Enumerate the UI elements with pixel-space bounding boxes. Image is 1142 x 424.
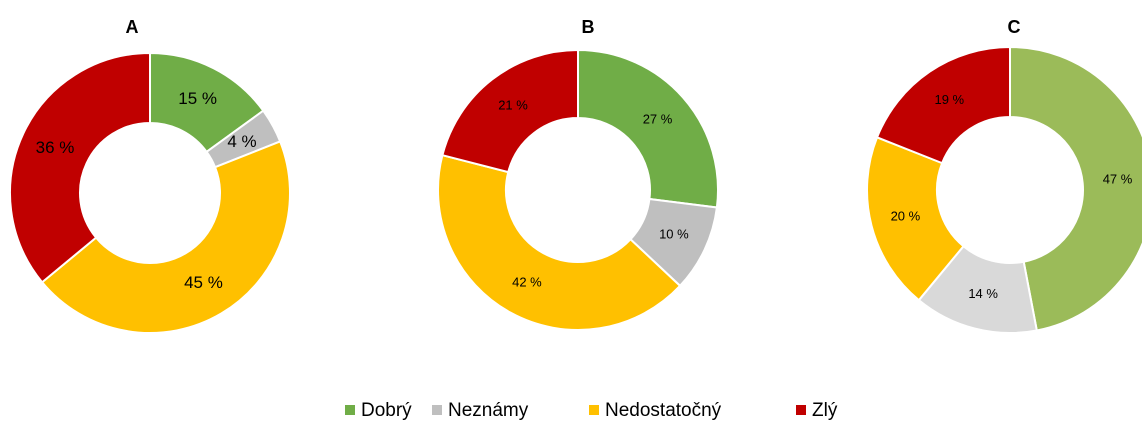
data-label: 19 %: [934, 92, 964, 107]
data-label: 45 %: [184, 273, 223, 292]
data-label: 4 %: [227, 132, 256, 151]
donut-segment: [866, 136, 965, 302]
donut-segment: [577, 48, 719, 209]
chart-title: C: [1008, 17, 1021, 37]
data-label: 47 %: [1103, 171, 1133, 186]
legend-swatch: [345, 405, 355, 415]
legend-label: Zlý: [812, 400, 838, 421]
legend-swatch: [432, 405, 442, 415]
data-label: 27 %: [643, 111, 673, 126]
donut-segment: [441, 48, 579, 174]
data-label: 42 %: [512, 274, 542, 289]
legend-swatch: [589, 405, 599, 415]
data-label: 20 %: [891, 208, 921, 223]
chart-title: B: [582, 17, 595, 37]
chart-title: A: [126, 17, 139, 37]
data-label: 36 %: [36, 138, 75, 157]
legend-label: Nedostatočný: [605, 400, 722, 421]
legend-label: Neznámy: [448, 400, 529, 421]
donut-segment: [9, 51, 151, 284]
data-label: 10 %: [659, 227, 689, 242]
donut-segment: [1009, 45, 1142, 332]
legend-label: Dobrý: [361, 400, 412, 421]
data-label: 14 %: [968, 286, 998, 301]
donut-segment: [437, 153, 682, 331]
legend-swatch: [796, 405, 806, 415]
donut-segment: [40, 140, 291, 334]
data-label: 15 %: [178, 89, 217, 108]
donut-segment: [875, 45, 1011, 165]
data-label: 21 %: [498, 98, 528, 113]
